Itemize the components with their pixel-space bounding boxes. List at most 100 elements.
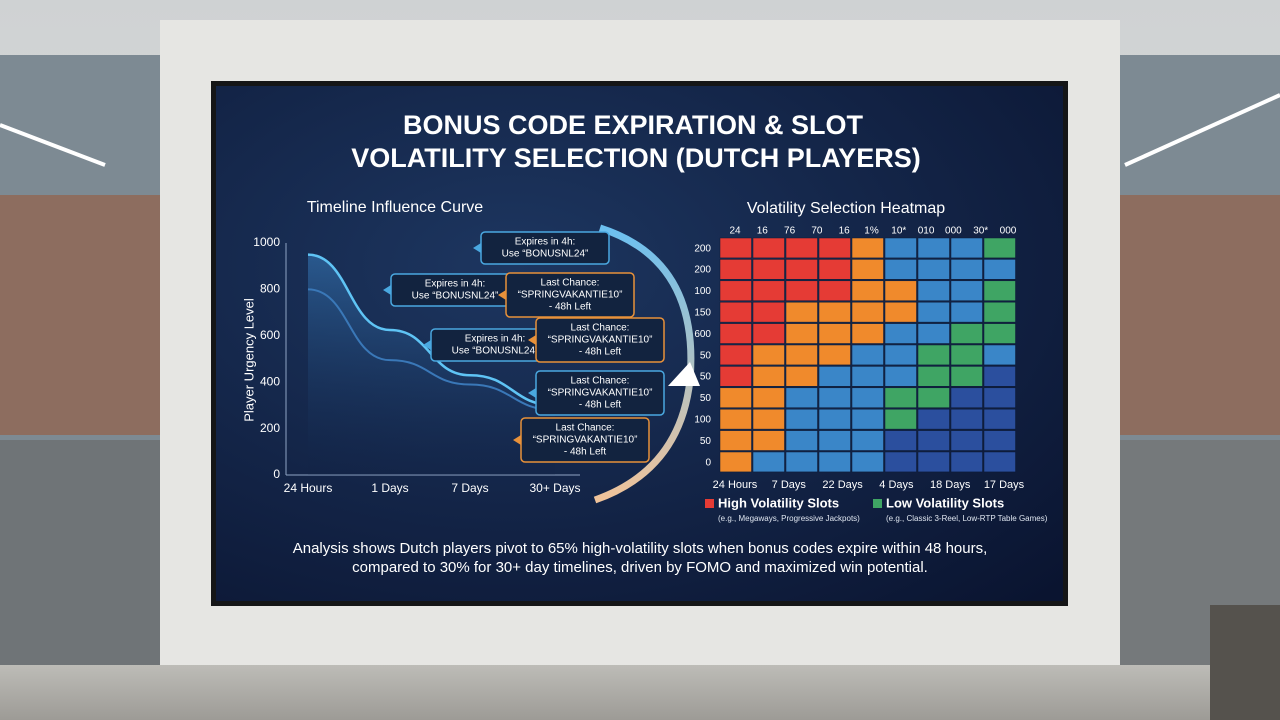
y-tick-label: 800 [260, 282, 280, 296]
heatmap-cell [785, 451, 818, 473]
heatmap-cell [785, 323, 818, 344]
legend-swatch [705, 499, 714, 508]
area [308, 254, 555, 475]
heatmap-cell [917, 237, 950, 259]
callout-text: Expires in 4h: [425, 279, 486, 290]
heatmap-cell [785, 387, 818, 408]
heatmap-cell [884, 323, 917, 344]
callout-text: Last Chance: [541, 278, 600, 289]
heatmap-cell [719, 259, 752, 280]
heatmap-cell [719, 366, 752, 387]
desk [1210, 605, 1280, 720]
heatmap-cell [950, 259, 983, 280]
ceiling-light [0, 123, 106, 167]
caption: Analysis shows Dutch players pivot to 65… [293, 540, 988, 557]
callout-text: Last Chance: [556, 423, 615, 434]
legend-note: (e.g., Classic 3-Reel, Low-RTP Table Gam… [886, 514, 1048, 523]
heatmap-cell [983, 301, 1016, 323]
heatmap-cell [785, 301, 818, 323]
heatmap-cell [983, 451, 1016, 473]
heatmap-cell [950, 430, 983, 451]
heatmap-cell [719, 387, 752, 408]
heatmap-cell [884, 451, 917, 473]
callout-pointer [423, 340, 431, 350]
y-tick-label: 0 [273, 467, 280, 481]
heatmap-cell [851, 344, 884, 366]
heatmap-cell [917, 344, 950, 366]
heatmap-cell [884, 259, 917, 280]
y-tick-label: 200 [694, 265, 711, 276]
heatmap-cell [818, 344, 851, 366]
heatmap-cell [950, 301, 983, 323]
heatmap-cell [785, 408, 818, 430]
x-tick-label: 24 Hours [713, 479, 758, 491]
heatmap-cell [752, 366, 785, 387]
chart-title: Timeline Influence Curve [307, 199, 483, 216]
heatmap-cell [785, 237, 818, 259]
heatmap-cell [818, 280, 851, 301]
heatmap-cell [917, 451, 950, 473]
title: VOLATILITY SELECTION (DUTCH PLAYERS) [351, 143, 921, 173]
heatmap-cell [950, 366, 983, 387]
callout-text: - 48h Left [564, 447, 606, 458]
ceiling-light [1124, 93, 1280, 167]
legend-note: (e.g., Megaways, Progressive Jackpots) [718, 514, 860, 523]
callout-text: “SPRINGVAKANTIE10” [548, 388, 653, 399]
heatmap-cell [851, 301, 884, 323]
heatmap-cell [917, 430, 950, 451]
heatmap-cell [950, 237, 983, 259]
x-tick-label: 30+ Days [529, 481, 580, 495]
line [307, 288, 556, 412]
callout-text: Use “BONUSNL24” [412, 291, 499, 302]
heatmap-cell [884, 408, 917, 430]
y-tick-label: 150 [694, 308, 711, 319]
floor [0, 665, 1280, 720]
y-tick-label: 50 [700, 393, 712, 404]
heatmap-cell [719, 280, 752, 301]
heatmap-cell [983, 430, 1016, 451]
x-tick-label: 010 [918, 226, 935, 237]
callout-text: “SPRINGVAKANTIE10” [518, 290, 623, 301]
callout-pointer [513, 435, 521, 445]
x-tick-label: 30* [973, 226, 988, 237]
heatmap-cell [818, 451, 851, 473]
callout-text: Expires in 4h: [515, 237, 576, 248]
heatmap-cell [884, 430, 917, 451]
arrow-head [668, 362, 700, 386]
heatmap-cell [917, 366, 950, 387]
chart-title: Volatility Selection Heatmap [747, 200, 945, 217]
callout-text: “SPRINGVAKANTIE10” [533, 435, 638, 446]
line [307, 253, 556, 407]
x-tick-label: 1 Days [371, 481, 408, 495]
heatmap-cell [851, 366, 884, 387]
y-tick-label: 100 [694, 286, 711, 297]
heatmap-cell [884, 301, 917, 323]
x-tick-label: 000 [1000, 226, 1017, 237]
heatmap-cell [719, 323, 752, 344]
heatmap-cell [752, 408, 785, 430]
x-tick-label: 1% [864, 226, 879, 237]
heatmap-cell [818, 430, 851, 451]
heatmap-cell [851, 323, 884, 344]
heatmap-cell [851, 451, 884, 473]
y-tick-label: 200 [260, 421, 280, 435]
heatmap-cell [917, 259, 950, 280]
y-tick-label: 50 [700, 372, 712, 383]
heatmap-cell [752, 301, 785, 323]
x-tick-label: 17 Days [984, 479, 1025, 491]
y-tick-label: 50 [700, 436, 712, 447]
callout-text: Use “BONUSNL24” [502, 249, 589, 260]
callout-text: “SPRINGVAKANTIE10” [548, 335, 653, 346]
heatmap-cell [884, 280, 917, 301]
heatmap-cell [752, 344, 785, 366]
legend-label: Low Volatility Slots [886, 495, 1004, 510]
x-tick-label: 76 [784, 226, 796, 237]
heatmap-cell [884, 387, 917, 408]
x-tick-label: 4 Days [879, 479, 914, 491]
heatmap-cell [950, 344, 983, 366]
heatmap-cell [719, 408, 752, 430]
y-tick-label: 600 [260, 328, 280, 342]
x-tick-label: 7 Days [772, 479, 807, 491]
heatmap-cell [785, 259, 818, 280]
